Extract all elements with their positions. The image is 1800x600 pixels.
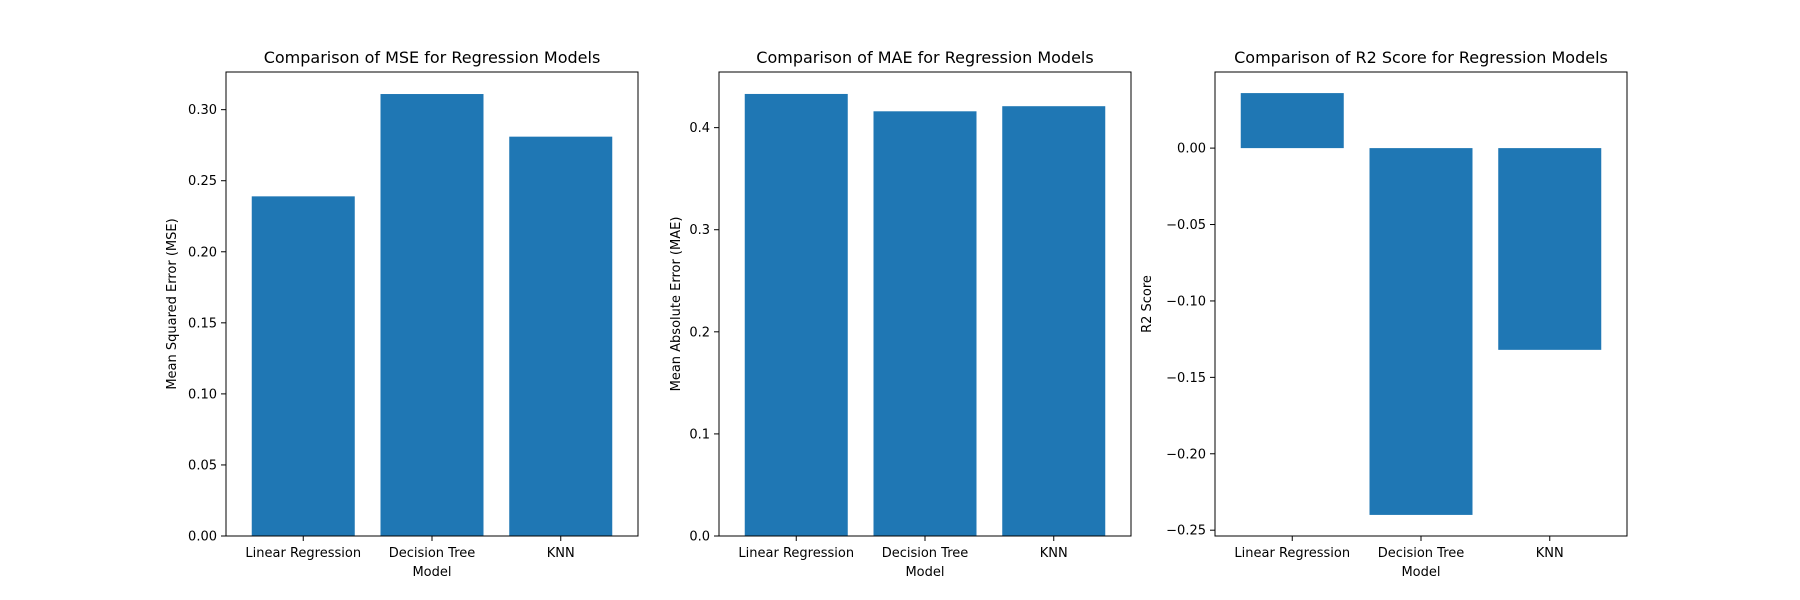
y-tick-label: −0.05 — [1166, 218, 1206, 233]
chart-title: Comparison of MSE for Regression Models — [264, 48, 601, 67]
bar-decision-tree — [873, 111, 977, 537]
y-tick-label: 0.20 — [188, 245, 217, 260]
x-tick-label: Decision Tree — [1378, 546, 1465, 561]
bar-knn — [1498, 148, 1602, 350]
y-tick-label: 0.25 — [188, 174, 217, 189]
x-tick-label: Decision Tree — [882, 546, 969, 561]
y-tick-label: 0.0 — [689, 530, 710, 545]
x-axis-label: Model — [1401, 565, 1440, 580]
y-tick-label: −0.25 — [1166, 524, 1206, 539]
bar-linear-regression — [251, 196, 355, 536]
y-tick-label: 0.2 — [689, 325, 710, 340]
x-tick-label: Decision Tree — [389, 546, 476, 561]
y-tick-label: −0.15 — [1166, 371, 1206, 386]
y-tick-label: 0.1 — [689, 427, 710, 442]
chart-title: Comparison of MAE for Regression Models — [756, 48, 1093, 67]
x-ticks: Linear Regression Decision Tree KNN — [738, 536, 1068, 561]
x-axis-label: Model — [905, 565, 944, 580]
x-tick-label: KNN — [547, 546, 575, 561]
x-tick-label: Linear Regression — [738, 546, 854, 561]
y-tick-label: 0.3 — [689, 223, 710, 238]
plot-frame — [1214, 71, 1628, 537]
bars — [1240, 93, 1602, 515]
y-tick-label: 0.4 — [689, 121, 710, 136]
y-tick-label: −0.20 — [1166, 447, 1206, 462]
plot-frame — [225, 71, 639, 537]
x-tick-label: Linear Regression — [1234, 546, 1350, 561]
y-axis-label: R2 Score — [1140, 275, 1155, 333]
bar-decision-tree — [380, 94, 484, 536]
y-tick-label: 0.05 — [188, 458, 217, 473]
y-tick-label: 0.00 — [1177, 142, 1206, 157]
y-tick-label: −0.10 — [1166, 294, 1206, 309]
y-tick-label: 0.10 — [188, 387, 217, 402]
x-ticks: Linear Regression Decision Tree KNN — [1234, 536, 1564, 561]
y-axis-label: Mean Squared Error (MSE) — [165, 218, 180, 389]
x-ticks: Linear Regression Decision Tree KNN — [245, 536, 575, 561]
bar-knn — [1002, 106, 1106, 536]
x-axis-label: Model — [412, 565, 451, 580]
bar-knn — [509, 136, 613, 536]
bars — [744, 93, 1106, 537]
x-tick-label: KNN — [1040, 546, 1068, 561]
chart-mse: Comparison of MSE for Regression Models … — [165, 48, 639, 580]
bar-decision-tree — [1369, 148, 1473, 515]
chart-title: Comparison of R2 Score for Regression Mo… — [1234, 48, 1608, 67]
y-ticks: 0.00 −0.05 −0.10 −0.15 −0.20 −0.25 — [1166, 142, 1215, 539]
y-ticks: 0.00 0.05 0.10 0.15 0.20 0.25 0.30 — [188, 103, 226, 545]
x-tick-label: Linear Regression — [245, 546, 361, 561]
bar-linear-regression — [744, 93, 848, 536]
chart-mae: Comparison of MAE for Regression Models … — [669, 48, 1132, 580]
y-axis-label: Mean Absolute Error (MAE) — [669, 217, 684, 392]
bar-linear-regression — [1240, 93, 1344, 149]
chart-r2: Comparison of R2 Score for Regression Mo… — [1140, 48, 1628, 580]
y-tick-label: 0.15 — [188, 316, 217, 331]
bars — [251, 94, 613, 536]
x-tick-label: KNN — [1536, 546, 1564, 561]
y-ticks: 0.0 0.1 0.2 0.3 0.4 — [689, 121, 719, 545]
y-tick-label: 0.30 — [188, 103, 217, 118]
y-tick-label: 0.00 — [188, 530, 217, 545]
plot-frame — [718, 71, 1132, 537]
